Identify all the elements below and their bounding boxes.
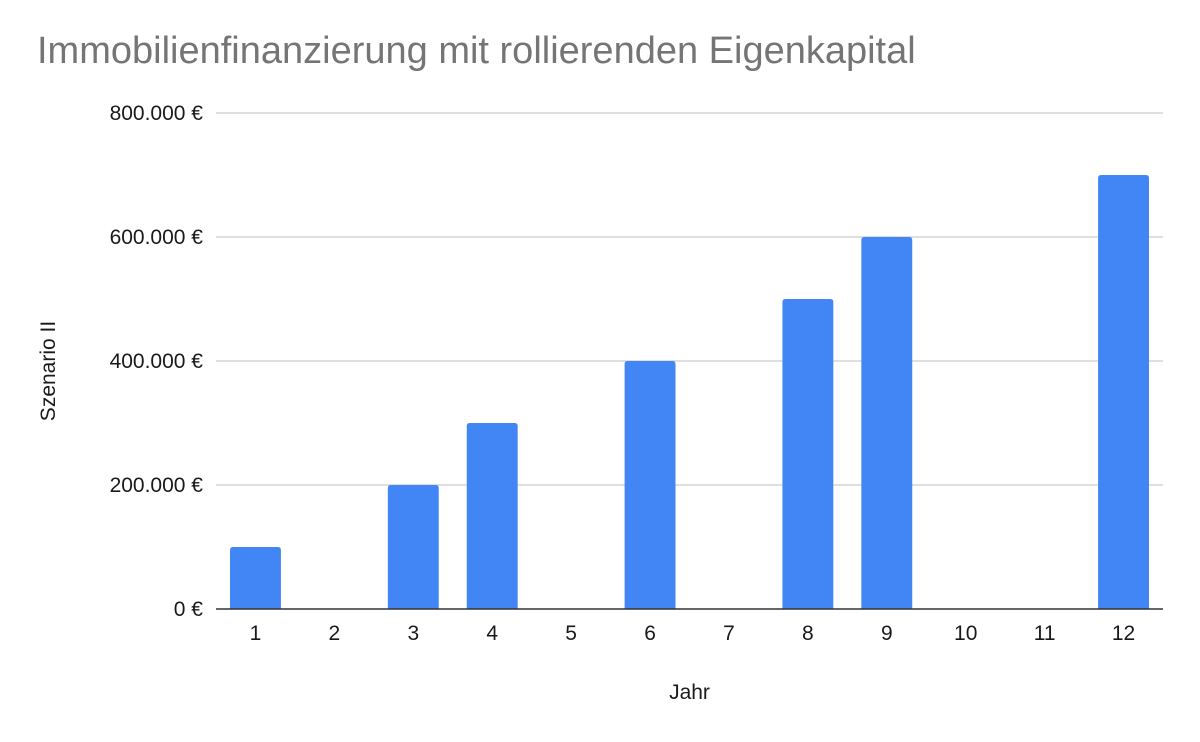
bar-jahr-4 (466, 423, 518, 609)
x-tick-label: 1 (250, 622, 262, 645)
x-tick-label: 10 (954, 622, 977, 645)
y-tick-label: 0 € (174, 598, 204, 621)
bar-jahr-8 (782, 299, 834, 609)
y-tick-label: 200.000 € (110, 474, 204, 497)
x-tick-label: 5 (565, 622, 577, 645)
bar-jahr-3 (387, 485, 439, 609)
x-axis-title: Jahr (669, 681, 710, 704)
bars (230, 175, 1149, 609)
gridlines (216, 112, 1163, 486)
x-tick-label: 11 (1034, 622, 1056, 645)
y-tick-label: 400.000 € (110, 350, 204, 373)
bar-jahr-1 (230, 547, 281, 609)
bar-jahr-9 (861, 237, 913, 609)
x-tick-label: 3 (407, 622, 419, 645)
bar-jahr-6 (624, 361, 676, 609)
y-tick-label: 800.000 € (110, 102, 204, 125)
x-tick-label: 9 (881, 622, 893, 645)
chart-title: Immobilienfinanzierung mit rollierenden … (37, 30, 916, 72)
x-tick-label: 4 (486, 622, 498, 645)
y-tick-label: 600.000 € (110, 226, 204, 249)
x-tick-label: 6 (644, 622, 656, 645)
x-tick-label: 12 (1112, 622, 1135, 645)
x-tick-label: 2 (329, 622, 341, 645)
x-tick-label: 7 (723, 622, 735, 645)
y-axis-title: Szenario II (37, 321, 60, 421)
bar-jahr-12 (1098, 175, 1149, 609)
axis-labels: 0 € 200.000 € 400.000 € 600.000 € 800.000 € 1… (37, 102, 1135, 704)
x-tick-label: 8 (802, 622, 814, 645)
